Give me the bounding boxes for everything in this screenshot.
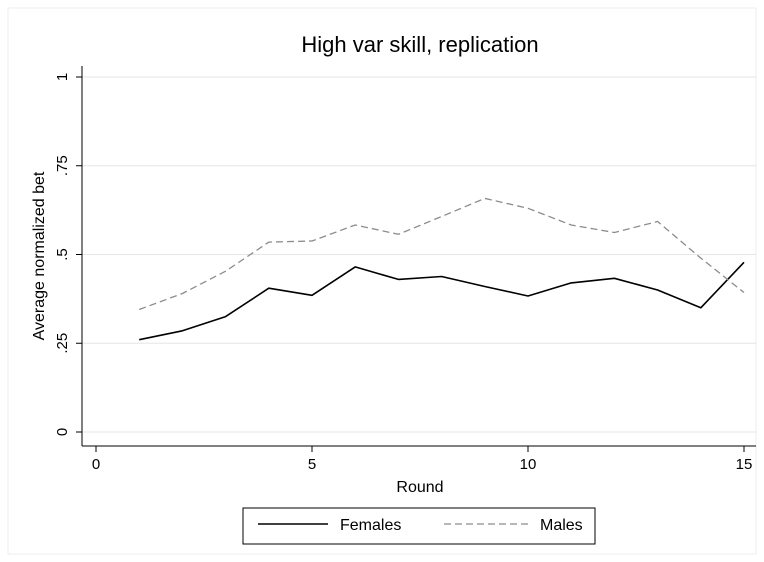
- series-line-females: [139, 261, 745, 341]
- x-axis-label: Round: [396, 479, 443, 496]
- gridlines: [82, 76, 756, 433]
- x-tick-label: 0: [92, 456, 100, 473]
- x-tick-label: 10: [520, 456, 537, 473]
- legend: Females Males: [242, 507, 596, 545]
- legend-label-females: Females: [340, 517, 401, 534]
- y-tick-label: .75: [54, 155, 71, 176]
- y-tick-label: 1: [54, 73, 71, 81]
- series-line-males: [138, 197, 745, 311]
- chart-frame: [7, 7, 757, 555]
- x-tick-label: 15: [736, 456, 753, 473]
- series-lines: [138, 197, 745, 341]
- chart-title: High var skill, replication: [301, 32, 538, 57]
- legend-box: [242, 507, 596, 545]
- y-tick-label: .5: [54, 248, 71, 261]
- y-tick-label: .25: [54, 333, 71, 354]
- legend-label-males: Males: [540, 517, 583, 534]
- x-tick-label: 5: [308, 456, 316, 473]
- y-tick-label: 0: [54, 428, 71, 436]
- y-axis-label: Average normalized bet: [31, 171, 48, 340]
